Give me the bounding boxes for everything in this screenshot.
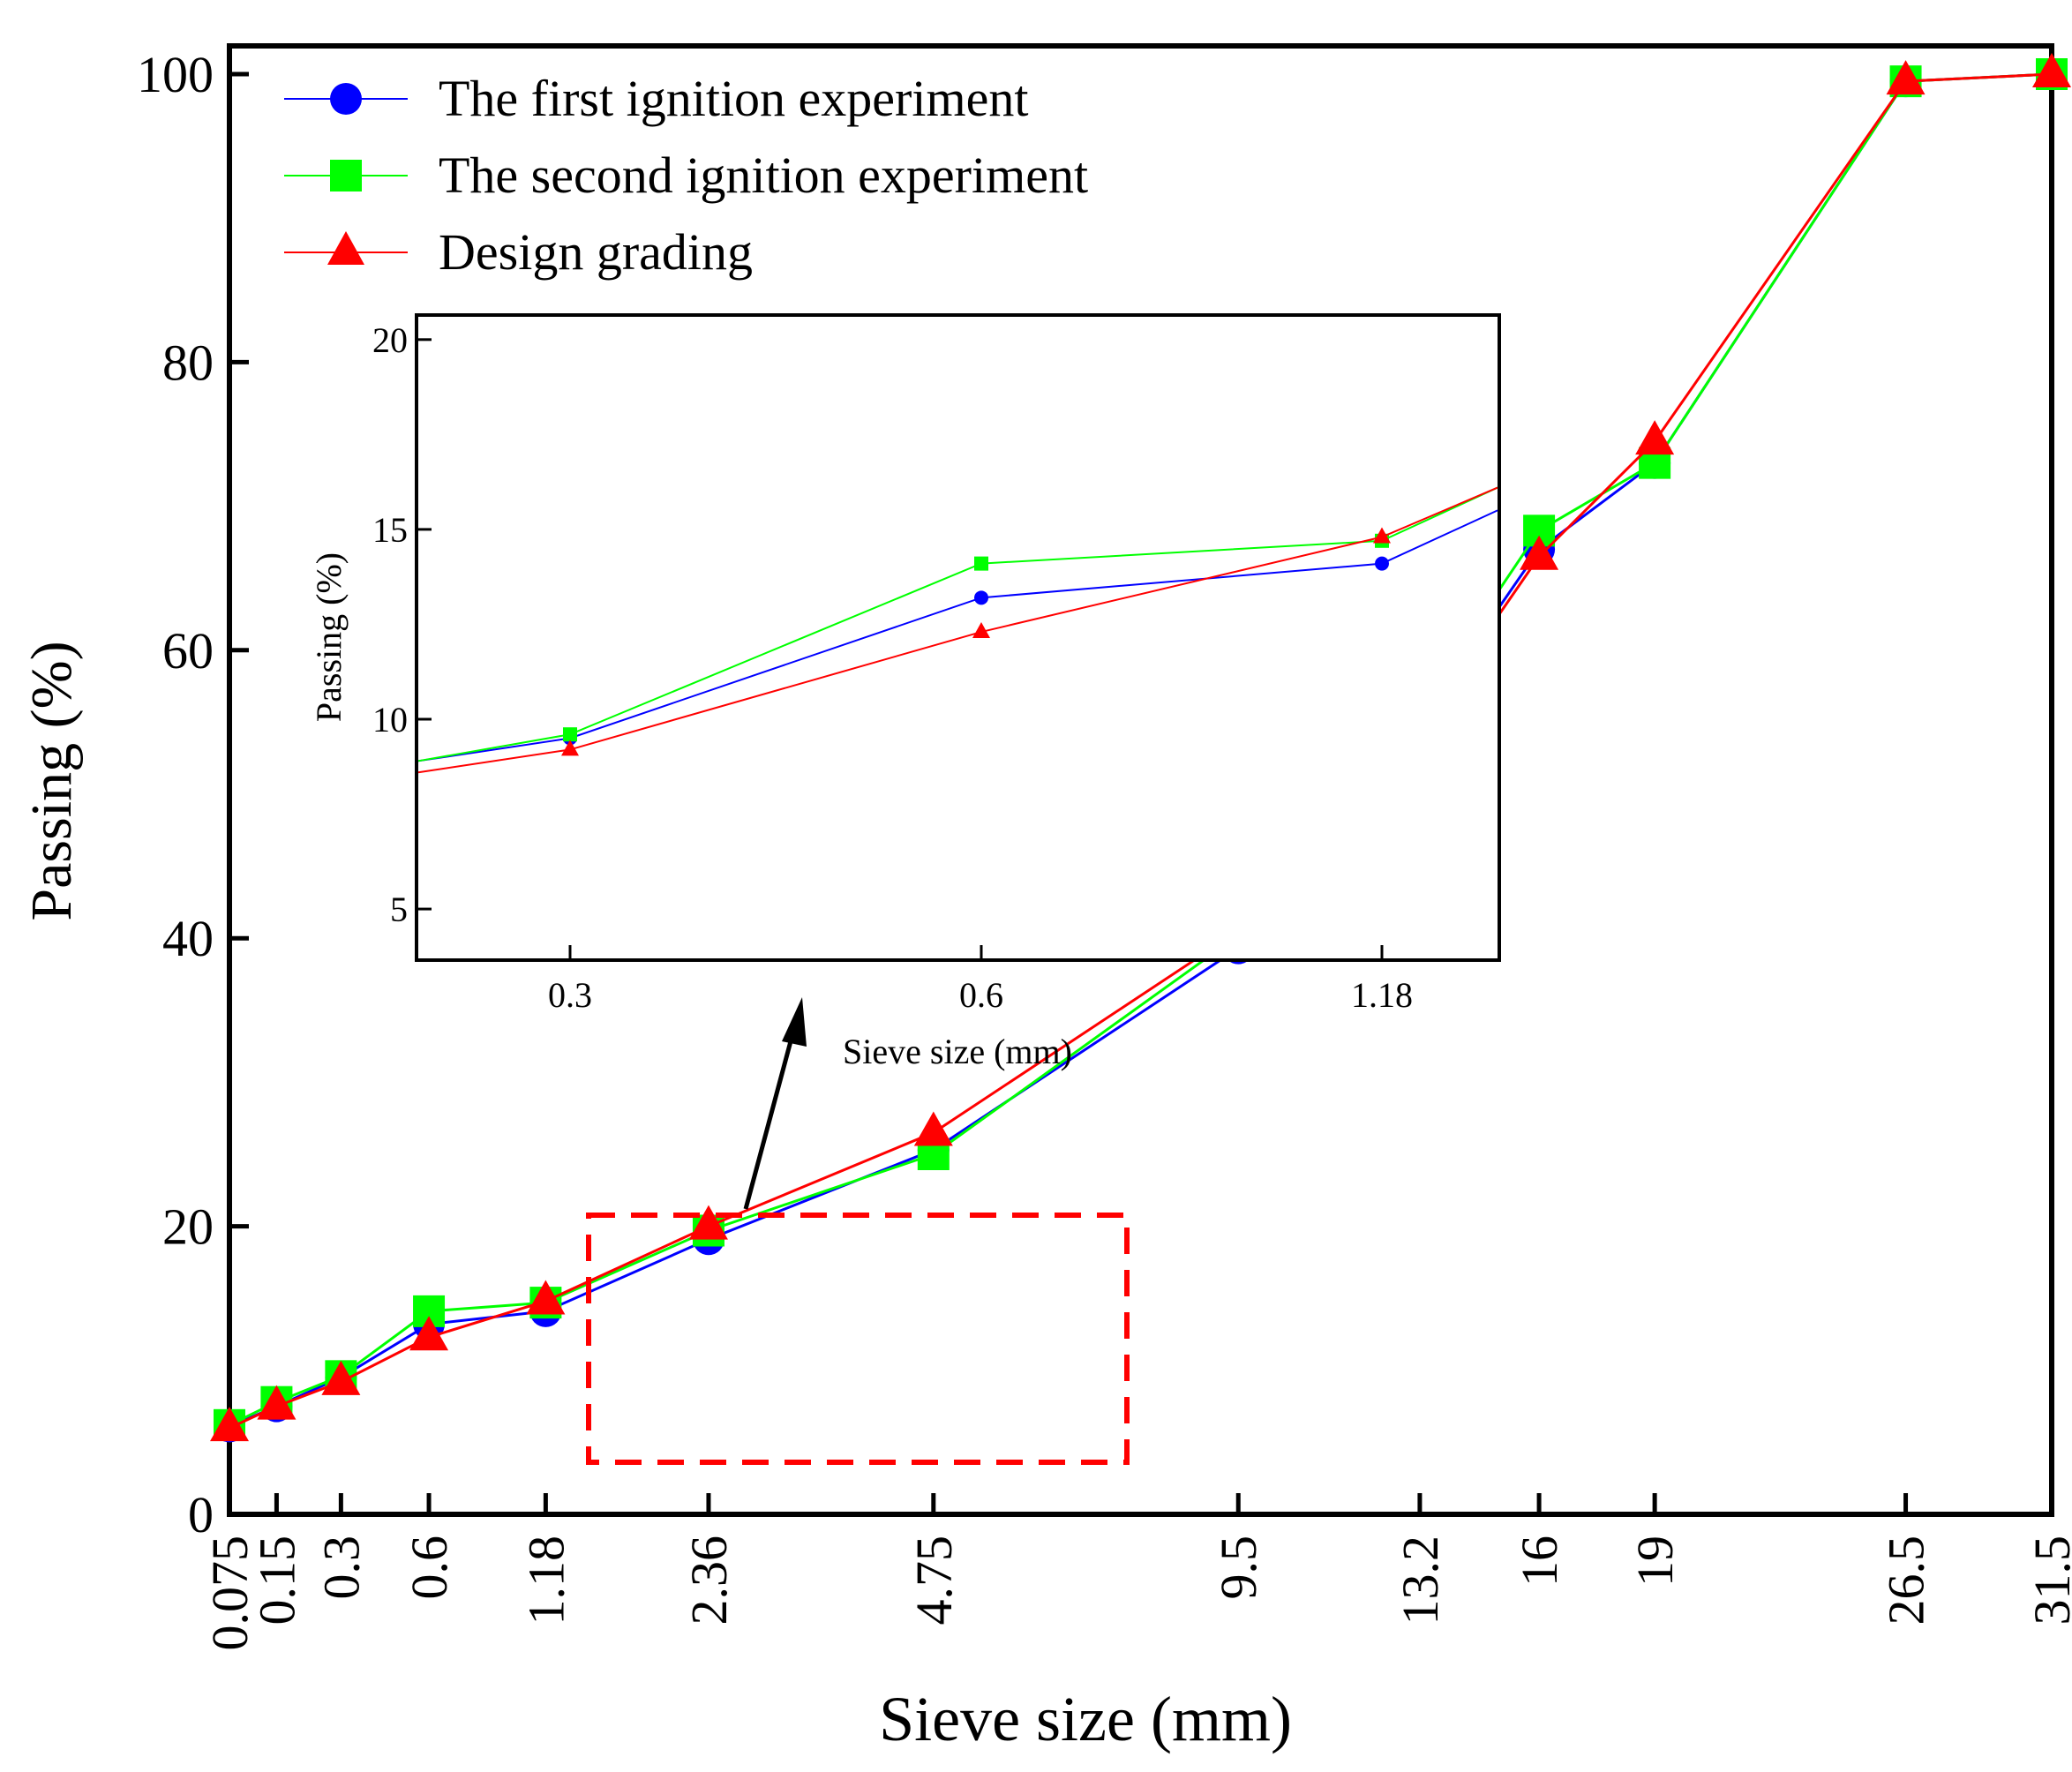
legend-marker-second <box>330 160 362 191</box>
data-point-design-grading <box>1520 535 1559 570</box>
data-point-design-grading <box>210 1407 249 1442</box>
inset-data-point-design-grading <box>1373 527 1391 544</box>
inset-x-tick-label: 0.6 <box>959 975 1003 1015</box>
inset-data-point-the-second-ignition-experiment <box>563 727 577 742</box>
data-point-design-grading <box>257 1385 297 1420</box>
inset-data-point-design-grading <box>561 740 579 756</box>
legend-label-design: Design grading <box>439 223 753 281</box>
main-y-tick-label: 40 <box>162 910 214 967</box>
main-x-tick-label: 31.5 <box>2023 1535 2072 1626</box>
main-y-tick-label: 20 <box>162 1198 214 1256</box>
inset-y-tick-label: 20 <box>372 320 408 360</box>
main-x-tick-label: 9.5 <box>1210 1535 1267 1600</box>
inset-x-axis-label: Sieve size (mm) <box>843 1032 1072 1071</box>
legend-label-first: The first ignition experiment <box>439 70 1028 127</box>
main-x-tick-label: 0.15 <box>248 1535 305 1626</box>
data-point-design-grading <box>688 1205 728 1240</box>
data-point-design-grading <box>913 1111 953 1146</box>
data-point-design-grading <box>1886 60 1926 95</box>
main-x-axis-label: Sieve size (mm) <box>879 1684 1292 1754</box>
main-x-tick-label: 0.6 <box>401 1535 458 1600</box>
inset-x-tick-label: 0.3 <box>548 975 592 1015</box>
main-x-tick-label: 1.18 <box>517 1535 574 1626</box>
main-axes <box>227 43 2054 1517</box>
zoom-arrow-head <box>782 997 807 1047</box>
main-x-tick-label: 0.3 <box>312 1535 370 1600</box>
inset-x-tick-label: 1.18 <box>1351 975 1413 1015</box>
legend-label-second: The second ignition experiment <box>439 146 1088 204</box>
inset-y-tick-label: 10 <box>372 700 408 740</box>
main-y-tick-label: 60 <box>162 622 214 680</box>
inset-data-point-the-second-ignition-experiment <box>974 556 988 571</box>
inset-data-point-the-first-ignition-experiment <box>1375 556 1389 571</box>
inset-y-axis-label: Passing (%) <box>309 552 349 722</box>
main-x-tick-label: 26.5 <box>1878 1535 1935 1626</box>
data-point-design-grading <box>526 1280 566 1315</box>
inset-data-point-design-grading <box>972 622 990 639</box>
main-y-tick-label: 80 <box>162 334 214 391</box>
inset-series-layer <box>417 486 1498 774</box>
inset-chart: 5 10 15 20 0.3 0.6 1.18 Passing (%) Sieve siz… <box>309 313 1501 1071</box>
main-x-tick-label: 4.75 <box>905 1535 963 1626</box>
legend-marker-first <box>330 83 362 115</box>
main-x-tick-label: 0.075 <box>201 1535 259 1651</box>
zoom-region-box <box>586 1213 1130 1465</box>
main-x-tick-label: 13.2 <box>1392 1535 1449 1626</box>
inset-y-tick-label: 5 <box>390 890 408 929</box>
inset-data-point-the-first-ignition-experiment <box>974 590 988 605</box>
zoom-arrow-shaft <box>743 1027 797 1210</box>
data-point-design-grading <box>321 1360 361 1395</box>
main-y-tick-label: 0 <box>188 1486 214 1543</box>
data-point-design-grading <box>409 1316 449 1351</box>
inset-x-ticks: 0.3 0.6 1.18 <box>548 945 1413 1015</box>
main-y-axis-label: Passing (%) <box>19 641 84 920</box>
main-x-tick-label: 16 <box>1511 1535 1568 1587</box>
inset-frame <box>415 313 1501 962</box>
main-y-tick-label: 100 <box>137 46 214 103</box>
legend-marker-design <box>327 231 364 265</box>
main-y-ticks: 0 20 40 60 80 100 <box>137 46 249 1543</box>
data-point-design-grading <box>1635 420 1675 455</box>
main-x-tick-label: 19 <box>1626 1535 1684 1587</box>
legend: The first ignition experiment The second… <box>284 70 1088 281</box>
main-x-tick-label: 2.36 <box>680 1535 738 1626</box>
inset-y-tick-label: 15 <box>372 510 408 550</box>
main-series-layer <box>210 53 2071 1443</box>
data-point-design-grading <box>2032 53 2071 87</box>
inset-y-ticks: 5 10 15 20 <box>372 320 432 929</box>
